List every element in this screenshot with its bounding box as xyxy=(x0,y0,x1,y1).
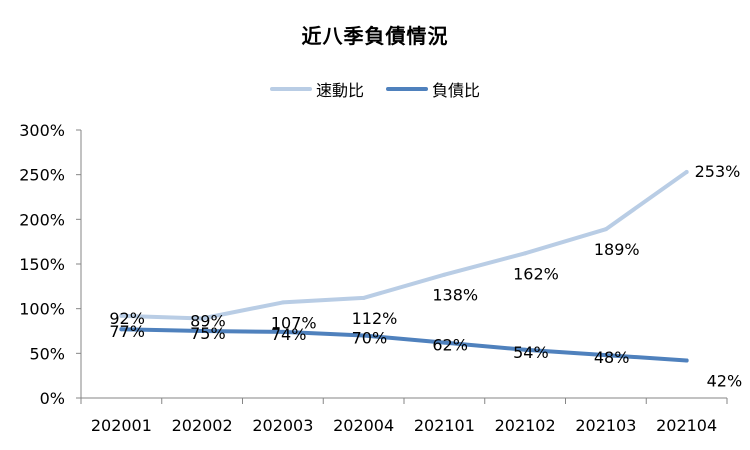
legend-swatch-debt-ratio xyxy=(386,87,428,91)
y-tick-label: 0% xyxy=(40,389,65,408)
data-label-quick-ratio: 253% xyxy=(695,162,741,181)
data-point-quick-ratio xyxy=(200,316,205,321)
legend-swatch-quick-ratio xyxy=(269,87,312,91)
x-tick-label: 202004 xyxy=(333,416,394,435)
x-tick-label: 202002 xyxy=(172,416,233,435)
series-line-debt-ratio xyxy=(119,327,689,363)
x-tick-label: 202104 xyxy=(656,416,717,435)
data-point-debt-ratio xyxy=(442,340,447,345)
legend: 速動比 負債比 xyxy=(0,77,750,101)
data-label-debt-ratio: 42% xyxy=(707,371,743,390)
y-tick-label: 250% xyxy=(19,166,65,185)
y-tick-label: 150% xyxy=(19,255,65,274)
y-tick-label: 200% xyxy=(19,210,65,229)
x-tick-label: 202001 xyxy=(91,416,152,435)
data-point-debt-ratio xyxy=(523,347,528,352)
data-point-quick-ratio xyxy=(603,227,608,232)
legend-item-debt-ratio: 負債比 xyxy=(386,77,480,101)
x-tick-label: 202003 xyxy=(252,416,313,435)
data-point-quick-ratio xyxy=(442,272,447,277)
data-point-debt-ratio xyxy=(119,327,124,332)
data-point-debt-ratio xyxy=(361,333,366,338)
data-label-debt-ratio: 74% xyxy=(271,325,307,344)
legend-label-quick-ratio: 速動比 xyxy=(315,81,364,100)
series-line-quick-ratio xyxy=(119,170,689,321)
data-label-debt-ratio: 54% xyxy=(513,343,549,362)
data-label-quick-ratio: 92% xyxy=(109,309,145,328)
data-point-debt-ratio xyxy=(603,353,608,358)
data-label-quick-ratio: 89% xyxy=(190,311,226,330)
data-label-quick-ratio: 112% xyxy=(352,309,398,328)
data-label-debt-ratio: 75% xyxy=(190,324,226,343)
data-point-debt-ratio xyxy=(280,329,285,334)
data-point-quick-ratio xyxy=(280,300,285,305)
data-label-quick-ratio: 138% xyxy=(432,286,478,305)
data-label-debt-ratio: 48% xyxy=(594,348,630,367)
data-point-debt-ratio xyxy=(200,329,205,333)
x-tick-label: 202102 xyxy=(495,416,556,435)
data-label-quick-ratio: 162% xyxy=(513,264,559,283)
data-label-debt-ratio: 62% xyxy=(432,336,468,355)
legend-label-debt-ratio: 負債比 xyxy=(432,81,481,100)
x-tick-label: 202103 xyxy=(575,416,636,435)
y-tick-label: 100% xyxy=(19,300,65,319)
y-tick-label: 50% xyxy=(29,344,65,363)
x-tick-label: 202101 xyxy=(414,416,475,435)
data-point-quick-ratio xyxy=(361,295,366,300)
data-label-debt-ratio: 77% xyxy=(109,322,145,341)
y-tick-label: 300% xyxy=(19,121,65,140)
data-point-quick-ratio xyxy=(119,313,124,318)
data-point-quick-ratio xyxy=(684,169,689,174)
legend-item-quick-ratio: 速動比 xyxy=(269,77,364,101)
data-label-quick-ratio: 189% xyxy=(594,240,640,259)
data-label-debt-ratio: 70% xyxy=(352,328,388,347)
data-point-quick-ratio xyxy=(523,251,528,256)
chart-title: 近八季負債情況 xyxy=(301,24,449,48)
data-label-quick-ratio: 107% xyxy=(271,313,317,332)
data-point-debt-ratio xyxy=(684,358,689,363)
